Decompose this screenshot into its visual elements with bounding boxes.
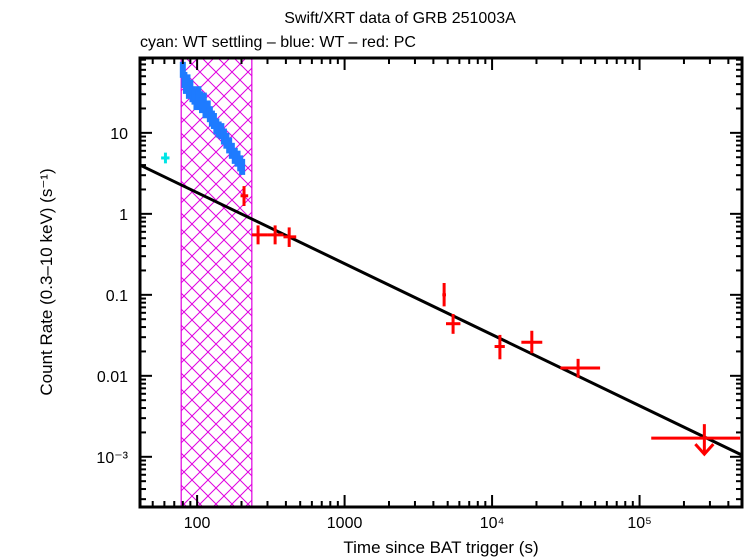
pc-point	[521, 330, 543, 354]
x-tick-label: 1000	[327, 515, 363, 532]
axes: 100 1000 10⁴ 10⁵ 10 1 0.1 0.01 10⁻³	[96, 56, 744, 532]
pc-point	[283, 227, 297, 247]
wt-settling-point	[161, 152, 170, 164]
chart-title: Swift/XRT data of GRB 251003A	[284, 10, 516, 27]
x-tick-label: 10⁴	[480, 515, 505, 532]
pc-point	[445, 313, 461, 334]
pc-point	[442, 282, 446, 307]
upper-limit-arrow	[694, 443, 715, 457]
pc-point	[560, 358, 601, 378]
x-axis-label: Time since BAT trigger (s)	[343, 538, 538, 557]
plot-frame	[138, 56, 744, 509]
wt-point	[239, 158, 246, 175]
y-tick-label: 1	[119, 207, 128, 224]
wt-point	[179, 61, 186, 78]
pc-point	[240, 186, 249, 206]
y-axis-label: Count Rate (0.3–10 keV) (s⁻¹)	[37, 168, 56, 395]
pc-point	[494, 334, 505, 360]
y-tick-label: 10	[110, 126, 128, 143]
pc-point	[267, 225, 284, 245]
x-tick-label: 10⁵	[627, 515, 651, 532]
pc-upper-limit	[651, 424, 741, 457]
fit-line	[139, 163, 743, 457]
pc-point	[251, 225, 268, 245]
wt-point	[200, 92, 207, 109]
y-tick-label: 0.01	[97, 369, 128, 386]
x-tick-label: 100	[184, 515, 211, 532]
data-marks	[139, 61, 743, 457]
y-tick-label: 10⁻³	[96, 450, 128, 467]
chart-subtitle: cyan: WT settling – blue: WT – red: PC	[140, 34, 416, 51]
y-tick-label: 0.1	[106, 288, 128, 305]
